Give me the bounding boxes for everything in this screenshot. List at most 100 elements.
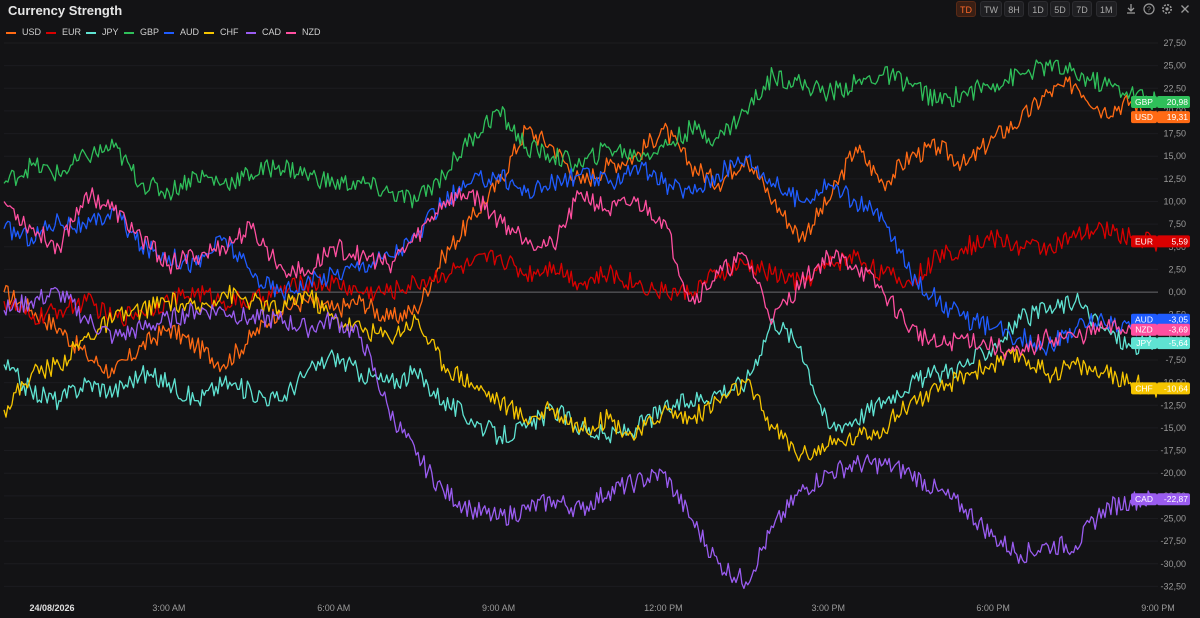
series-line-aud bbox=[3, 154, 1159, 356]
legend-label: GBP bbox=[140, 27, 160, 37]
download-icon[interactable] bbox=[1124, 2, 1138, 16]
legend-swatch bbox=[86, 31, 96, 34]
legend-item-eur[interactable]: EUR bbox=[46, 25, 81, 39]
badge-value: 5,59 bbox=[1171, 236, 1188, 246]
y-tick-label: -7,50 bbox=[1165, 355, 1186, 365]
y-tick-label: 17,50 bbox=[1163, 129, 1186, 139]
badge-value: -3,69 bbox=[1169, 325, 1189, 335]
legend-label: CAD bbox=[262, 27, 282, 37]
legend-item-usd[interactable]: USD bbox=[6, 25, 41, 39]
y-tick-label: -17,50 bbox=[1160, 446, 1186, 456]
legend-label: JPY bbox=[102, 27, 119, 37]
x-tick-label: 9:00 PM bbox=[1141, 603, 1175, 613]
legend-label: CHF bbox=[220, 27, 239, 37]
y-tick-label: -25,00 bbox=[1160, 513, 1186, 523]
y-tick-label: 20,00 bbox=[1163, 106, 1186, 116]
timeframe-td[interactable]: TD bbox=[956, 1, 976, 17]
legend-swatch bbox=[204, 31, 214, 34]
legend-swatch bbox=[246, 31, 256, 34]
chart-grid bbox=[4, 42, 1158, 587]
timeframe-7d[interactable]: 7D bbox=[1072, 1, 1092, 17]
badge-nzd: NZD -3,69 bbox=[1131, 323, 1190, 336]
y-tick-label: -12,50 bbox=[1160, 400, 1186, 410]
x-tick-label: 3:00 PM bbox=[812, 603, 846, 613]
y-tick-label: 10,00 bbox=[1163, 196, 1186, 206]
badge-gbp: GBP 20,98 bbox=[1131, 96, 1190, 109]
badge-name: CHF bbox=[1135, 383, 1152, 393]
y-tick-label: 12,50 bbox=[1163, 174, 1186, 184]
chart-title: Currency Strength bbox=[8, 3, 123, 18]
svg-text:?: ? bbox=[1147, 7, 1151, 14]
timeframe-tw[interactable]: TW bbox=[980, 1, 1002, 17]
y-tick-label: 25,00 bbox=[1163, 61, 1186, 71]
x-axis: 24/08/2026 3:00 AM 6:00 AM 9:00 AM 12:00 PM 3… bbox=[29, 603, 1174, 613]
series-line-chf bbox=[3, 284, 1159, 462]
legend-item-gbp[interactable]: GBP bbox=[124, 25, 159, 39]
y-tick-label: 7,50 bbox=[1168, 219, 1186, 229]
y-tick-label: 15,00 bbox=[1163, 151, 1186, 161]
y-tick-label: -15,00 bbox=[1160, 423, 1186, 433]
close-icon[interactable] bbox=[1178, 2, 1192, 16]
badge-name: NZD bbox=[1135, 325, 1152, 335]
help-icon[interactable]: ? bbox=[1142, 2, 1156, 16]
y-tick-label: 27,50 bbox=[1163, 38, 1186, 48]
timeframe-1m[interactable]: 1M bbox=[1096, 1, 1117, 17]
timeframe-1d[interactable]: 1D bbox=[1028, 1, 1048, 17]
badge-name: EUR bbox=[1135, 236, 1153, 246]
series-line-usd bbox=[3, 76, 1159, 379]
badge-name: GBP bbox=[1135, 97, 1153, 107]
x-tick-label: 3:00 AM bbox=[152, 603, 185, 613]
legend-item-nzd[interactable]: NZD bbox=[286, 25, 321, 39]
legend-swatch bbox=[46, 31, 56, 34]
legend-swatch bbox=[164, 31, 174, 34]
legend-label: AUD bbox=[180, 27, 200, 37]
y-tick-label: 0,00 bbox=[1168, 287, 1186, 297]
y-tick-label: -20,00 bbox=[1160, 468, 1186, 478]
legend-label: USD bbox=[22, 27, 42, 37]
y-tick-label: 2,50 bbox=[1168, 264, 1186, 274]
legend-swatch bbox=[124, 31, 134, 34]
legend-item-cad[interactable]: CAD bbox=[246, 25, 281, 39]
y-tick-label: -27,50 bbox=[1160, 536, 1186, 546]
badge-value: -22,87 bbox=[1164, 494, 1188, 504]
last-value-badges: GBP 20,98 USD 19,31 EUR 5,59 AUD -3,05 NZD -3,69 J… bbox=[1131, 96, 1190, 506]
legend-swatch bbox=[6, 31, 16, 34]
x-tick-label: 6:00 PM bbox=[976, 603, 1010, 613]
x-tick-label: 12:00 PM bbox=[644, 603, 683, 613]
badge-value: -10,64 bbox=[1164, 383, 1188, 393]
x-date-label: 24/08/2026 bbox=[29, 603, 74, 613]
badge-jpy: JPY -5,64 bbox=[1131, 337, 1190, 350]
series-line-cad bbox=[3, 286, 1159, 590]
timeframe-8h[interactable]: 8H bbox=[1004, 1, 1024, 17]
badge-value: 20,98 bbox=[1167, 97, 1189, 107]
chart-header: Currency Strength TD TW 8H 1D 5D 7D 1M ? bbox=[0, 0, 1200, 20]
badge-value: 19,31 bbox=[1167, 112, 1189, 122]
series-lines bbox=[3, 59, 1159, 590]
legend-item-aud[interactable]: AUD bbox=[164, 25, 199, 39]
legend-item-chf[interactable]: CHF bbox=[204, 25, 239, 39]
legend-label: NZD bbox=[302, 27, 321, 37]
x-tick-label: 9:00 AM bbox=[482, 603, 515, 613]
badge-value: -5,64 bbox=[1169, 338, 1189, 348]
timeframe-5d[interactable]: 5D bbox=[1050, 1, 1070, 17]
series-line-eur bbox=[3, 221, 1159, 327]
badge-name: AUD bbox=[1135, 315, 1153, 325]
series-line-nzd bbox=[3, 187, 1159, 360]
legend-label: EUR bbox=[62, 27, 82, 37]
legend-swatch bbox=[286, 31, 296, 34]
badge-value: -3,05 bbox=[1169, 315, 1189, 325]
y-tick-label: 22,50 bbox=[1163, 83, 1186, 93]
badge-name: JPY bbox=[1136, 338, 1152, 348]
badge-name: CAD bbox=[1135, 494, 1153, 504]
legend-item-jpy[interactable]: JPY bbox=[86, 25, 119, 39]
x-tick-label: 6:00 AM bbox=[317, 603, 350, 613]
badge-usd: USD 19,31 bbox=[1131, 111, 1190, 124]
badge-aud: AUD -3,05 bbox=[1131, 313, 1190, 326]
badge-chf: CHF -10,64 bbox=[1131, 382, 1190, 395]
settings-icon[interactable] bbox=[1160, 2, 1174, 16]
badge-cad: CAD -22,87 bbox=[1131, 493, 1190, 506]
y-tick-label: -30,00 bbox=[1160, 559, 1186, 569]
badge-eur: EUR 5,59 bbox=[1131, 235, 1190, 248]
series-line-gbp bbox=[3, 59, 1159, 209]
